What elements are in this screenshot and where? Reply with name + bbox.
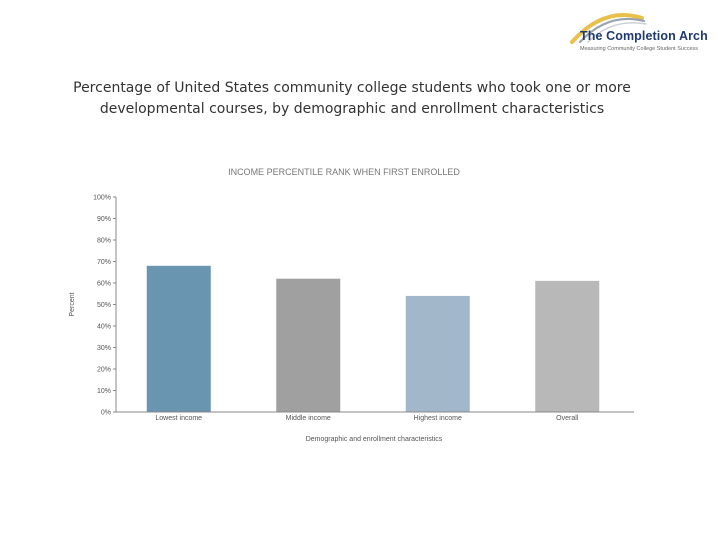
x-tick-label: Middle income	[286, 415, 331, 422]
x-axis: Lowest income Middle income Highest income…	[116, 411, 634, 422]
y-tick-label: 80%	[97, 238, 111, 245]
x-tick-label: Highest income	[414, 415, 462, 422]
y-tick-label: 90%	[97, 216, 111, 223]
bar-overall	[535, 280, 600, 412]
y-tick-label: 100%	[93, 195, 111, 202]
x-axis-label: Demographic and enrollment characteristi…	[306, 436, 443, 443]
brand-logo: The Completion Arch Measuring Community …	[560, 12, 710, 56]
page-title-line-2: developmental courses, by demographic an…	[99, 101, 605, 117]
page-title: Percentage of United States community co…	[0, 78, 704, 120]
bar-highest-income	[405, 295, 470, 412]
bar-middle-income	[276, 278, 341, 412]
brand-name: The Completion Arch	[580, 29, 708, 43]
arch-logo-icon	[570, 13, 647, 44]
x-tick-label: Lowest income	[155, 415, 202, 422]
y-tick-label: 30%	[97, 345, 111, 352]
y-axis: 0% 10% 20% 30% 40% 50% 60% 70% 80% 90% 100%	[93, 195, 117, 417]
bar-lowest-income	[146, 265, 211, 412]
brand-tagline: Measuring Community College Student Succ…	[580, 46, 699, 52]
chart-title: INCOME PERCENTILE RANK WHEN FIRST ENROLL…	[228, 167, 460, 177]
y-tick-label: 60%	[97, 281, 111, 288]
y-tick-label: 50%	[97, 302, 111, 309]
page-title-line-1: Percentage of United States community co…	[73, 80, 631, 96]
y-axis-label: Percent	[69, 292, 76, 316]
y-tick-label: 10%	[97, 388, 111, 395]
y-tick-label: 20%	[97, 367, 111, 374]
y-tick-label: 0%	[101, 410, 111, 417]
y-tick-label: 40%	[97, 324, 111, 331]
bars	[146, 265, 600, 412]
y-tick-label: 70%	[97, 259, 111, 266]
x-tick-label: Overall	[556, 415, 579, 422]
